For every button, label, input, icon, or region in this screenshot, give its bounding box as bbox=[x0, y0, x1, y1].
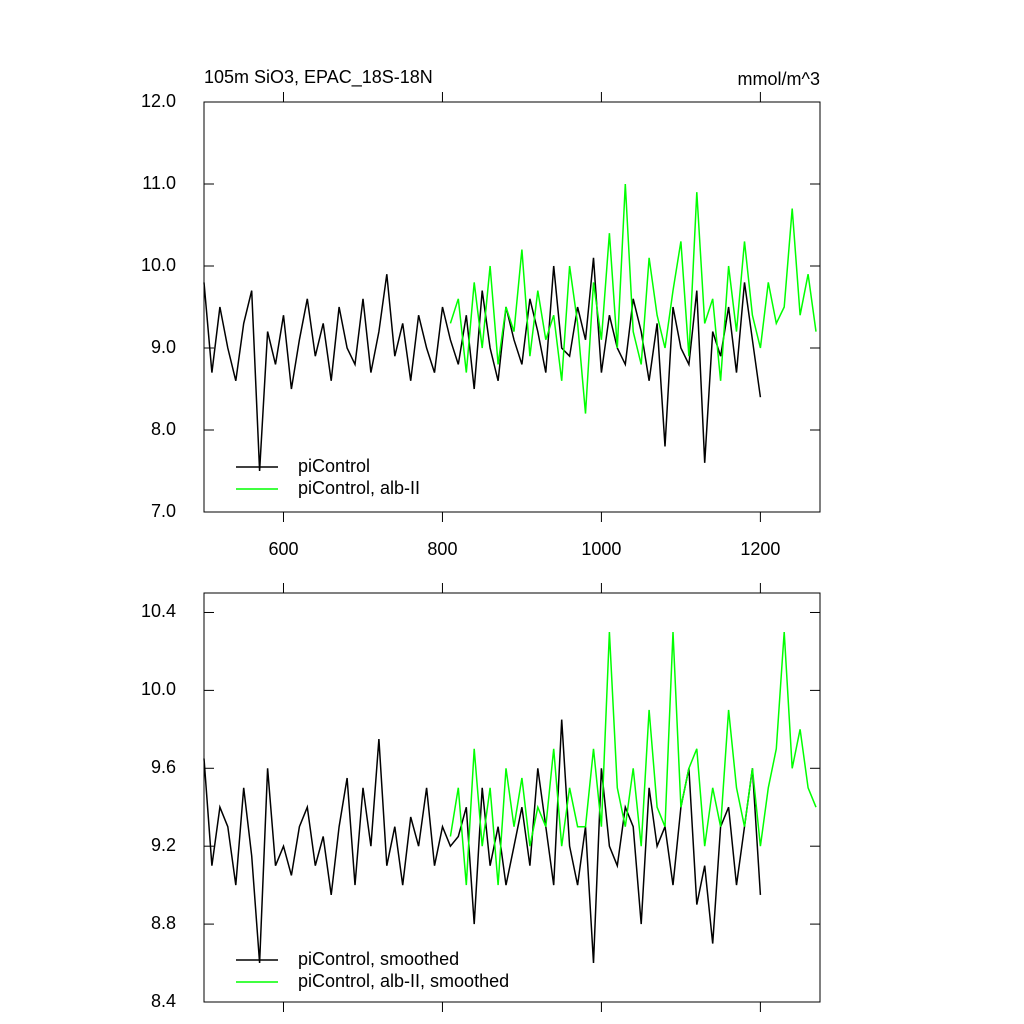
legend-label: piControl, smoothed bbox=[298, 949, 459, 969]
y-tick-label: 8.4 bbox=[151, 991, 176, 1011]
x-tick-label: 800 bbox=[427, 539, 457, 559]
data-line bbox=[203, 257, 762, 472]
y-tick-label: 11.0 bbox=[142, 173, 176, 193]
legend-label: piControl, alb-II, smoothed bbox=[298, 971, 509, 991]
y-tick-label: 10.4 bbox=[141, 601, 176, 621]
plot-frame bbox=[203, 101, 821, 513]
x-tick-label: 600 bbox=[268, 539, 298, 559]
y-tick-label: 8.0 bbox=[151, 419, 176, 439]
y-tick-label: 7.0 bbox=[151, 501, 176, 521]
legend-label: piControl, alb-II bbox=[298, 478, 420, 498]
legend-label: piControl bbox=[298, 456, 370, 476]
y-tick-label: 9.6 bbox=[151, 757, 176, 777]
y-tick-label: 10.0 bbox=[141, 255, 176, 275]
x-tick-label: 1200 bbox=[740, 539, 780, 559]
y-tick-label: 9.0 bbox=[151, 337, 176, 357]
data-line bbox=[449, 631, 817, 886]
y-tick-label: 8.8 bbox=[151, 913, 176, 933]
y-tick-label: 12.0 bbox=[141, 91, 176, 111]
y-tick-label: 9.2 bbox=[151, 835, 176, 855]
x-tick-label: 1000 bbox=[581, 539, 621, 559]
data-line bbox=[449, 183, 817, 414]
units-label: mmol/m^3 bbox=[738, 69, 820, 89]
y-tick-label: 10.0 bbox=[141, 679, 176, 699]
plot-frame bbox=[203, 592, 821, 1003]
data-line bbox=[203, 719, 762, 964]
chart-title: 105m SiO3, EPAC_18S-18N bbox=[204, 67, 433, 88]
